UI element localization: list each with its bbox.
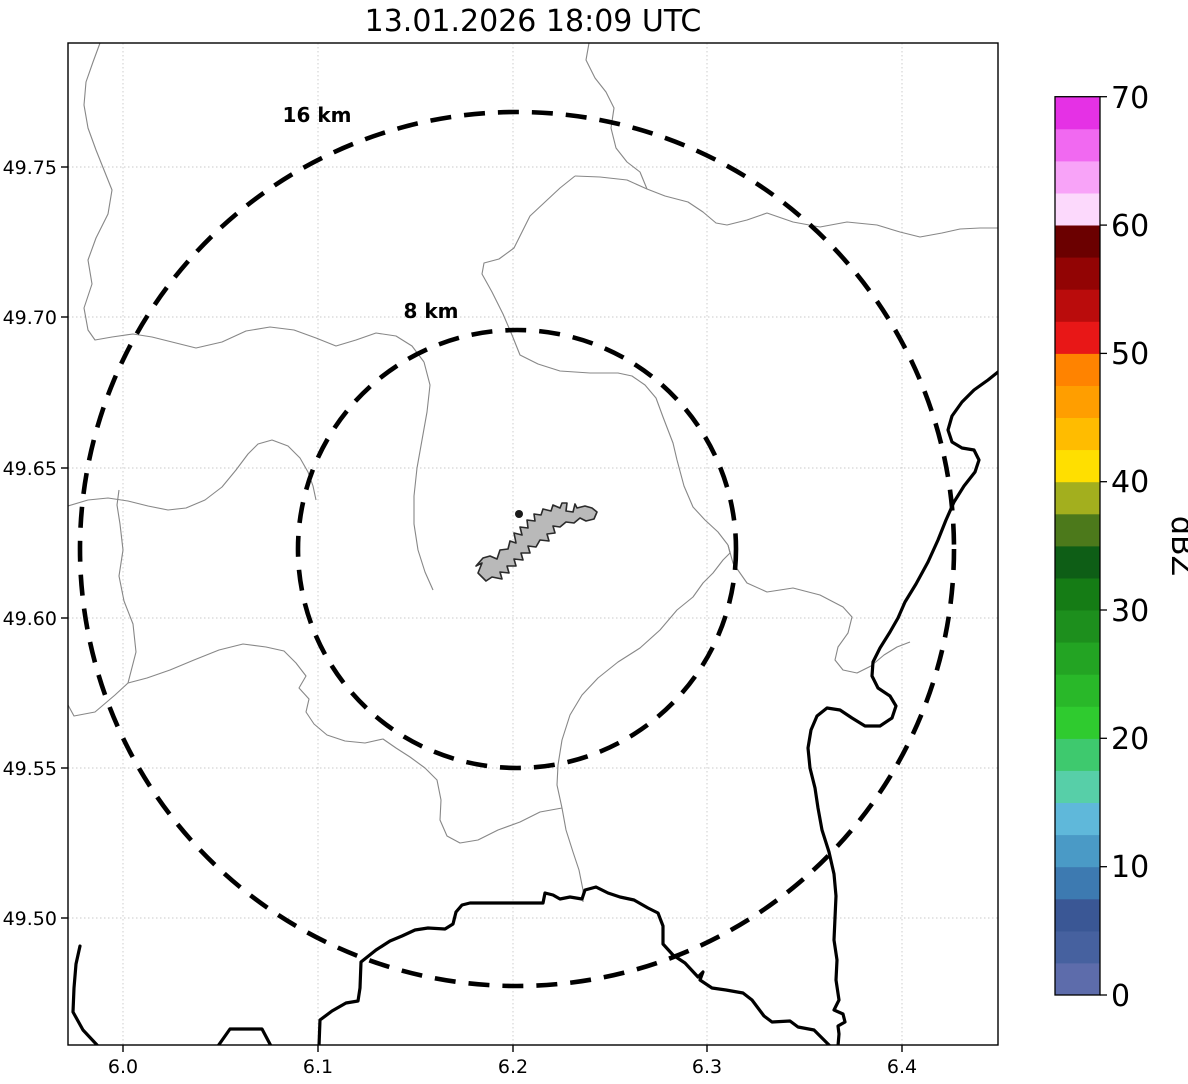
city-shape bbox=[475, 502, 598, 582]
colorbar-ticks bbox=[1100, 96, 1107, 996]
plot-title: 13.01.2026 18:09 UTC bbox=[365, 4, 702, 39]
radar-site-dot bbox=[515, 510, 523, 518]
colorbar-segments bbox=[1055, 96, 1100, 996]
colorbar-frame bbox=[1054, 96, 1101, 996]
colorbar-segment bbox=[1055, 128, 1100, 162]
colorbar-segment bbox=[1055, 449, 1100, 483]
y-tick-label: 49.75 bbox=[3, 157, 57, 179]
colorbar-segment bbox=[1055, 610, 1100, 643]
x-axis-labels: 6.0 6.1 6.2 6.3 6.4 bbox=[108, 1056, 917, 1078]
colorbar-segment bbox=[1055, 513, 1100, 547]
boundary-south-drop bbox=[561, 807, 584, 902]
boundary-center-diagonal bbox=[481, 175, 729, 546]
colorbar-tick-label: 20 bbox=[1111, 722, 1149, 757]
y-tick-label: 49.65 bbox=[3, 458, 57, 480]
colorbar-tick-label: 60 bbox=[1111, 209, 1149, 244]
colorbar-tick-label: 70 bbox=[1111, 81, 1149, 116]
boundary-south-west bbox=[68, 643, 563, 844]
range-ring-16km-label: 16 km bbox=[283, 103, 352, 127]
range-ring-8km-label: 8 km bbox=[403, 299, 458, 323]
colorbar-tick-labels: 0 10 20 30 40 50 60 70 bbox=[1111, 81, 1149, 1014]
colorbar-segment bbox=[1055, 385, 1100, 418]
boundary-midwest bbox=[68, 439, 317, 511]
colorbar-segment bbox=[1055, 866, 1100, 900]
colorbar-axis-label: dBZ bbox=[1164, 516, 1188, 576]
boundary-east-meander bbox=[727, 544, 911, 674]
axis-ticks bbox=[61, 166, 903, 1052]
colorbar-segment bbox=[1055, 321, 1100, 354]
colorbar-tick-label: 10 bbox=[1111, 850, 1149, 885]
colorbar-tick-label: 50 bbox=[1111, 337, 1149, 372]
colorbar-segment bbox=[1055, 257, 1100, 290]
x-tick-label: 6.0 bbox=[108, 1056, 138, 1078]
admin-boundary-lines bbox=[68, 43, 998, 902]
colorbar-segment bbox=[1055, 930, 1100, 964]
colorbar-tick-label: 40 bbox=[1111, 465, 1149, 500]
border-south-france bbox=[317, 885, 832, 1045]
colorbar-tick-label: 0 bbox=[1111, 979, 1130, 1014]
colorbar-segment bbox=[1055, 738, 1100, 771]
colorbar-segment bbox=[1055, 225, 1100, 258]
boundary-north-vertical bbox=[585, 43, 648, 190]
range-rings bbox=[77, 109, 957, 989]
colorbar-segment bbox=[1055, 706, 1100, 739]
colorbar-tick-label: 30 bbox=[1111, 594, 1149, 629]
boundary-northwest bbox=[83, 43, 425, 363]
colorbar-segment bbox=[1055, 545, 1100, 579]
boundary-west-descender bbox=[413, 361, 434, 591]
range-ring-8km bbox=[295, 327, 739, 771]
colorbar-segment bbox=[1055, 417, 1100, 451]
colorbar-segment bbox=[1055, 192, 1100, 226]
boundary-southeast-arc bbox=[556, 544, 731, 809]
x-tick-label: 6.1 bbox=[303, 1056, 333, 1078]
x-tick-label: 6.2 bbox=[498, 1056, 528, 1078]
colorbar-segment bbox=[1055, 642, 1100, 675]
border-southwest-corner bbox=[71, 944, 99, 1045]
colorbar-segment bbox=[1055, 770, 1100, 803]
country-borders bbox=[71, 370, 998, 1045]
colorbar-segment bbox=[1055, 353, 1100, 386]
colorbar-segment bbox=[1055, 674, 1100, 707]
colorbar-segment bbox=[1055, 962, 1100, 996]
colorbar-segment bbox=[1055, 898, 1100, 932]
colorbar-segment bbox=[1055, 834, 1100, 868]
y-tick-label: 49.50 bbox=[3, 908, 57, 930]
colorbar-segment bbox=[1055, 577, 1100, 611]
colorbar-segment bbox=[1055, 289, 1100, 322]
boundary-north-meander bbox=[574, 175, 998, 238]
range-ring-16km bbox=[77, 109, 957, 989]
colorbar-segment bbox=[1055, 160, 1100, 194]
y-tick-label: 49.60 bbox=[3, 608, 57, 630]
border-moselle-river bbox=[806, 370, 998, 1045]
border-south-bump bbox=[216, 1027, 273, 1045]
y-axis-labels: 49.75 49.70 49.65 49.60 49.55 49.50 bbox=[3, 157, 57, 930]
colorbar-segment bbox=[1055, 802, 1100, 836]
y-tick-label: 49.55 bbox=[3, 758, 57, 780]
x-tick-label: 6.3 bbox=[692, 1056, 722, 1078]
colorbar-segment bbox=[1055, 481, 1100, 515]
y-tick-label: 49.70 bbox=[3, 307, 57, 329]
boundary-left-vertical bbox=[116, 489, 137, 684]
plot-frame bbox=[67, 42, 999, 1046]
x-tick-label: 6.4 bbox=[887, 1056, 917, 1078]
colorbar-segment bbox=[1055, 96, 1100, 130]
